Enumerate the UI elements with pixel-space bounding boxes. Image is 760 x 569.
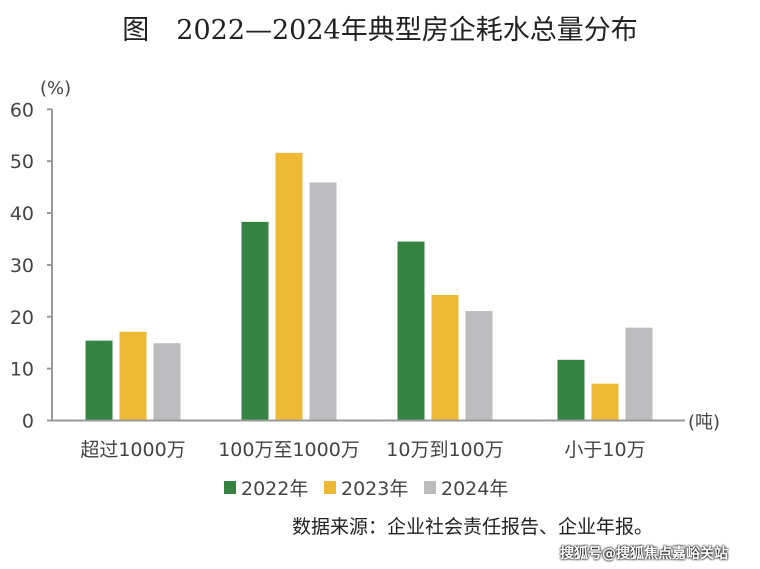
x-tick-label: 超过1000万 xyxy=(80,439,185,461)
bar-2023年-1 xyxy=(275,152,303,420)
bar-2023年-3 xyxy=(591,383,619,420)
x-axis-label: (吨) xyxy=(688,412,720,433)
y-axis-label: (%) xyxy=(40,78,71,99)
bar-2022年-2 xyxy=(397,241,425,420)
legend-swatch xyxy=(324,481,336,494)
y-tick-label: 40 xyxy=(10,203,34,225)
bar-2022年-0 xyxy=(85,340,113,420)
y-tick-label: 60 xyxy=(10,99,34,121)
bar-2024年-0 xyxy=(153,343,181,420)
x-tick-label: 10万到100万 xyxy=(386,439,503,461)
y-tick-label: 30 xyxy=(10,255,34,277)
legend-label: 2023年 xyxy=(341,478,408,500)
bar-2022年-1 xyxy=(241,221,269,420)
bar-2024年-3 xyxy=(625,327,653,420)
source-note: 数据来源：企业社会责任报告、企业年报。 xyxy=(292,516,654,538)
legend-label: 2024年 xyxy=(441,478,508,500)
y-tick-label: 20 xyxy=(10,307,34,329)
x-tick-label: 小于10万 xyxy=(564,439,645,461)
bar-2024年-2 xyxy=(465,311,493,420)
y-tick-label: 0 xyxy=(22,411,34,433)
y-tick-label: 50 xyxy=(10,151,34,173)
bar-2024年-1 xyxy=(309,182,337,420)
bar-2023年-0 xyxy=(119,331,147,420)
bar-2022年-3 xyxy=(557,359,585,420)
bar-2023年-2 xyxy=(431,294,459,420)
watermark: 搜狐号@搜狐焦点嘉峪关站 xyxy=(560,546,728,562)
legend-swatch xyxy=(224,481,236,494)
y-tick-label: 10 xyxy=(10,359,34,381)
x-tick-label: 100万至1000万 xyxy=(218,439,360,461)
legend-swatch xyxy=(424,481,436,494)
chart-title: 图 2022—2024年典型房企耗水总量分布 xyxy=(122,15,638,46)
legend-label: 2022年 xyxy=(241,478,308,500)
